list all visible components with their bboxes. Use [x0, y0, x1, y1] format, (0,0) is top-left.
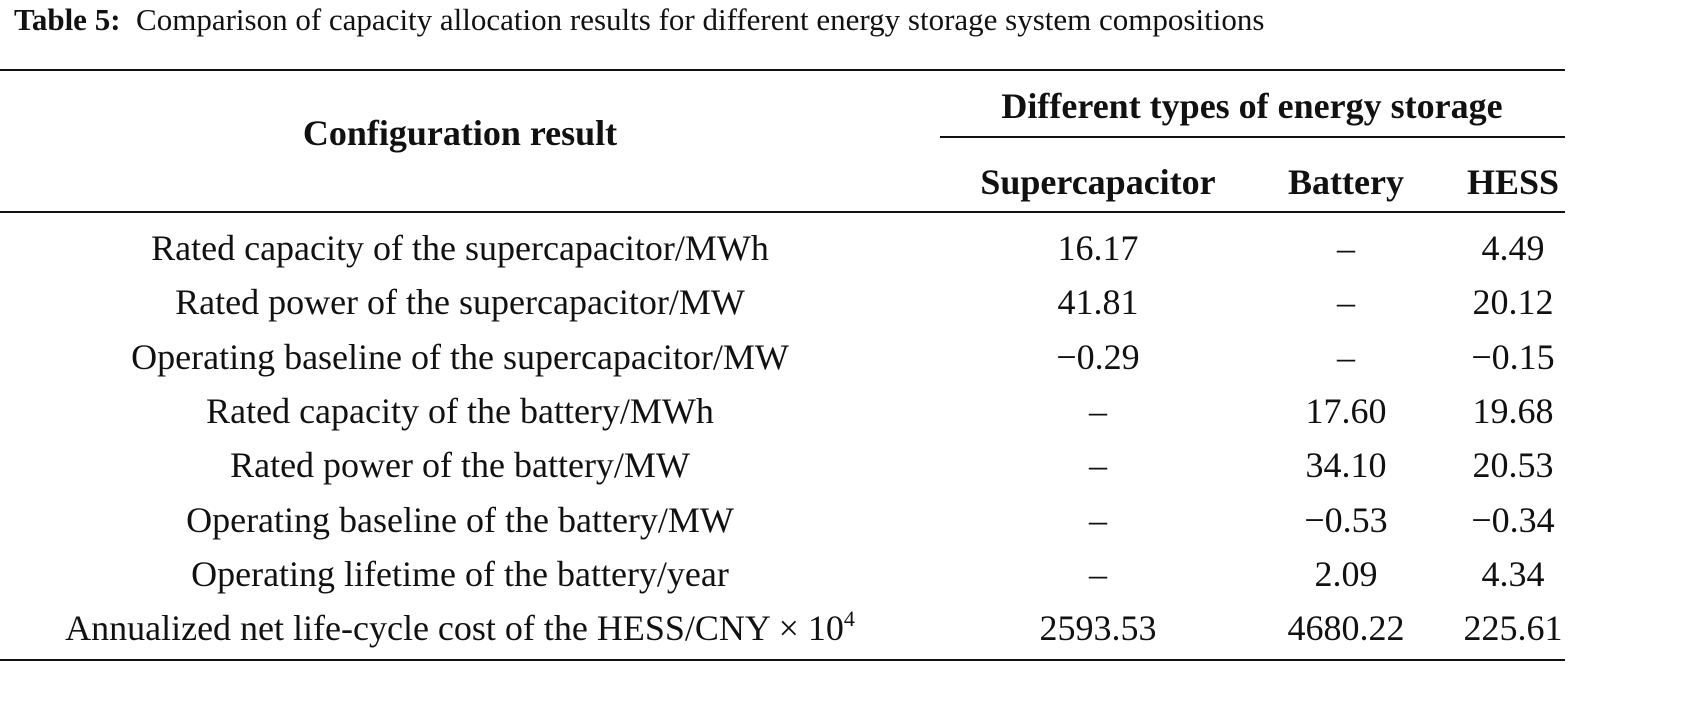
row-label: Operating baseline of the supercapacitor… [131, 339, 789, 375]
row-label-text: Rated power of the battery/MW [230, 445, 690, 486]
caption-text: Comparison of capacity allocation result… [136, 2, 1265, 37]
row-label-text: Operating lifetime of the battery/year [191, 553, 729, 594]
row-label-text: Annualized net life-cycle cost of the HE… [65, 608, 844, 649]
cell: 41.81 [1057, 282, 1139, 323]
cell: – [1089, 553, 1107, 594]
row-label-text: Operating baseline of the supercapacitor… [131, 336, 789, 377]
cell: 34.10 [1305, 445, 1387, 486]
group-header: Different types of energy storage [1001, 86, 1503, 126]
column-header: Battery [1288, 162, 1404, 202]
cell: 4.34 [1481, 553, 1545, 594]
cell: 4.49 [1481, 228, 1545, 268]
cell: −0.53 [1304, 499, 1388, 540]
row-label-text: Rated capacity of the supercapacitor/MWh [151, 228, 769, 268]
row-label: Operating baseline of the battery/MW [186, 502, 734, 538]
row-header: Configuration result [302, 113, 618, 153]
cell: – [1337, 282, 1355, 323]
cell: – [1337, 228, 1355, 268]
bottom-rule [0, 659, 1565, 661]
cell: – [1089, 445, 1107, 486]
cell: 2593.53 [1039, 608, 1157, 649]
caption-label: Table 5: [14, 2, 121, 37]
cell: 17.60 [1305, 390, 1387, 431]
group-rule [940, 136, 1565, 138]
row-label: Rated power of the battery/MW [230, 447, 690, 483]
cell: 225.61 [1463, 608, 1563, 649]
row-label: Operating lifetime of the battery/year [191, 556, 729, 592]
caption: Table 5: Comparison of capacity allocati… [14, 2, 1264, 38]
cell: −0.15 [1471, 336, 1555, 377]
row-label-text: Operating baseline of the battery/MW [186, 499, 734, 540]
cell: – [1089, 390, 1107, 431]
cell: 16.17 [1057, 228, 1139, 268]
row-label-text: Rated capacity of the battery/MWh [206, 390, 714, 431]
cell: 19.68 [1472, 390, 1554, 431]
row-label: Annualized net life-cycle cost of the HE… [65, 608, 855, 649]
row-label-text: Rated power of the supercapacitor/MW [175, 282, 745, 323]
top-rule [0, 69, 1565, 71]
row-label: Rated capacity of the supercapacitor/MWh [151, 230, 769, 266]
row-label: Rated capacity of the battery/MWh [206, 393, 714, 429]
cell: −0.29 [1056, 336, 1140, 377]
row-label: Rated power of the supercapacitor/MW [175, 284, 745, 320]
column-header: Supercapacitor [980, 162, 1216, 202]
cell: – [1337, 336, 1355, 377]
cell: 4680.22 [1287, 608, 1405, 649]
header-rule [0, 211, 1565, 213]
cell: 20.53 [1472, 445, 1554, 486]
cell: 20.12 [1472, 282, 1554, 323]
cell: – [1089, 499, 1107, 540]
row-label-superscript: 4 [843, 606, 855, 632]
cell: 2.09 [1314, 553, 1378, 594]
column-header: HESS [1466, 162, 1560, 202]
cell: −0.34 [1471, 499, 1555, 540]
